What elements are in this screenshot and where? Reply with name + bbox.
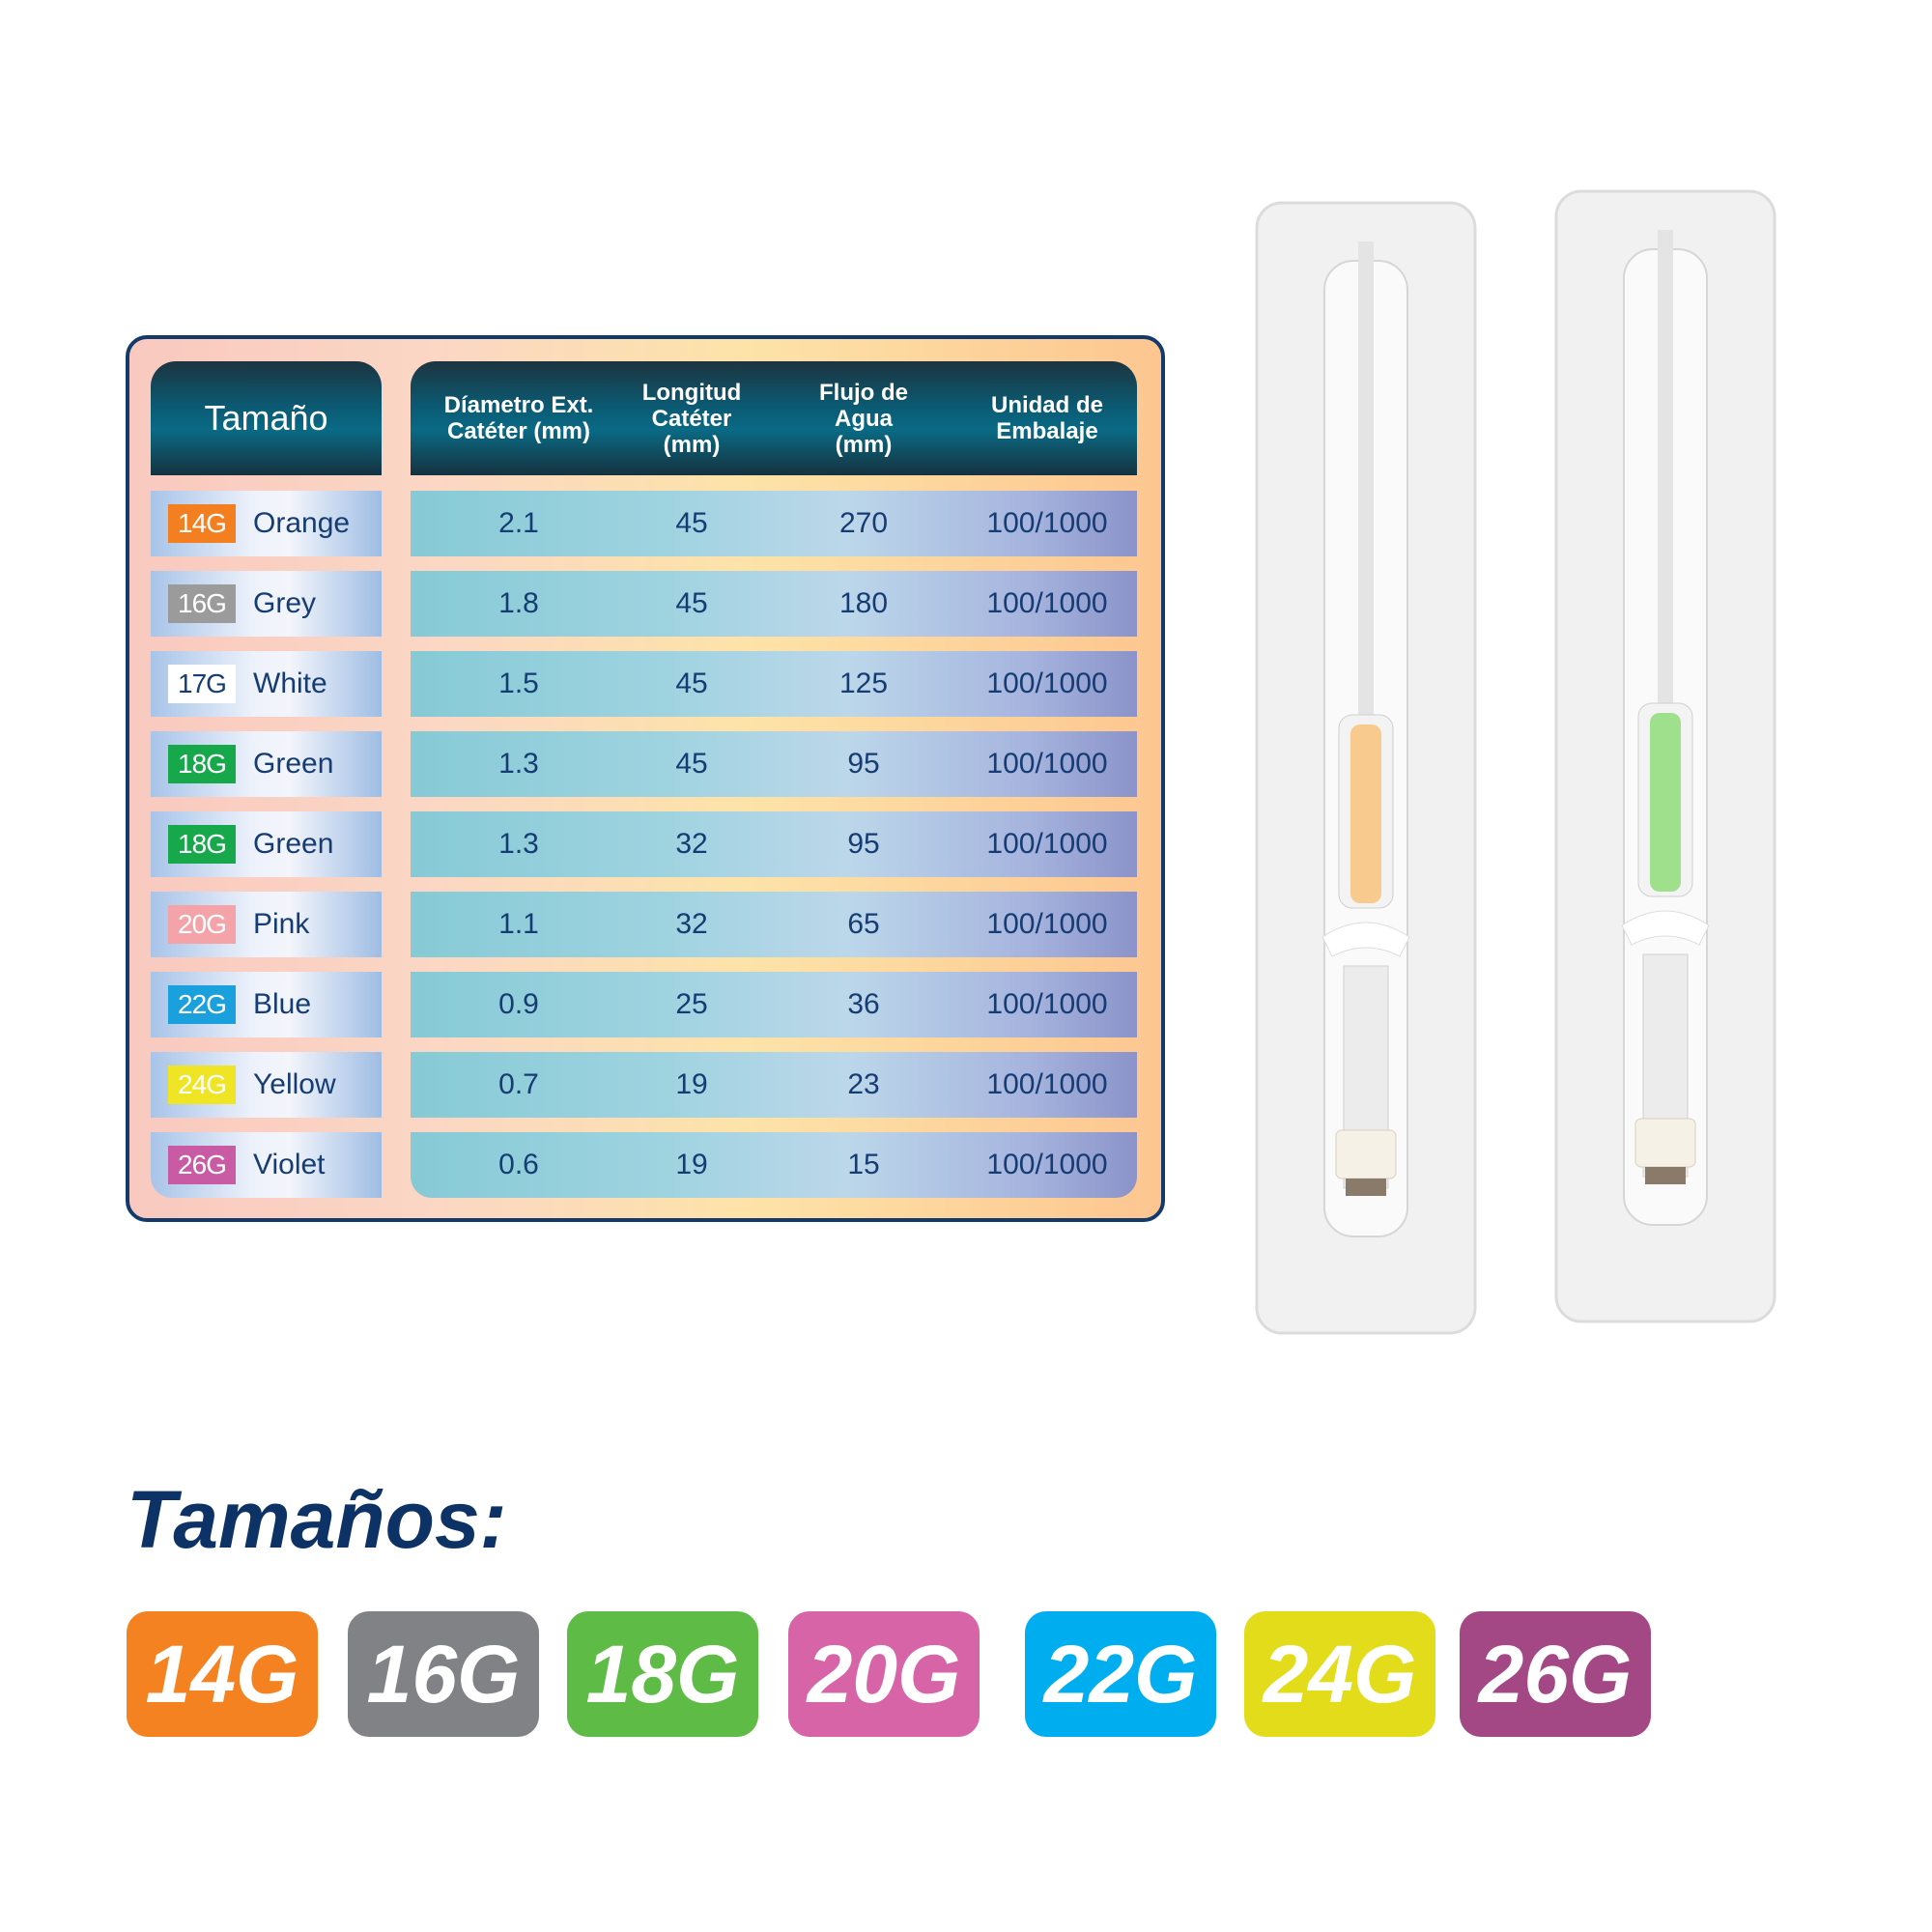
table-row-size: 18G Green	[151, 731, 382, 797]
column-header-3: Flujo de Agua (mm)	[819, 379, 908, 458]
table-cell: 0.9	[498, 988, 539, 1020]
table-cell: 23	[847, 1068, 880, 1100]
table-cell: 1.5	[498, 668, 539, 699]
gauge-chip: 24G	[168, 1065, 236, 1104]
table-row-size: 20G Pink	[151, 892, 382, 957]
table-cell: 25	[675, 988, 708, 1020]
table-cell: 100/1000	[986, 988, 1108, 1020]
table-row-size: 26G Violet	[151, 1132, 382, 1198]
gauge-chip: 20G	[168, 905, 236, 944]
table-cell: 100/1000	[986, 1149, 1108, 1180]
spec-columns-header: Díametro Ext. Catéter (mm) Longitud Catéter…	[411, 361, 1137, 475]
table-cell: 1.3	[498, 828, 539, 860]
table-cell: 180	[838, 587, 889, 619]
table-cell: 100/1000	[986, 507, 1108, 539]
gauge-chip: 16G	[168, 584, 236, 623]
size-badge-22G: 22G	[1025, 1611, 1216, 1737]
column-header-2: Longitud Catéter (mm)	[641, 379, 742, 458]
table-row: 1.8 45 180 100/1000	[411, 571, 1137, 637]
size-column-header: Tamaño	[151, 361, 382, 475]
table-cell: 95	[847, 828, 880, 860]
table-cell: 2.1	[498, 507, 539, 539]
color-name: Violet	[253, 1149, 326, 1180]
table-cell: 0.7	[498, 1068, 539, 1100]
color-name: White	[253, 668, 327, 699]
gauge-chip: 18G	[168, 745, 236, 783]
table-row-size: 14G Orange	[151, 491, 382, 556]
color-name: Grey	[253, 587, 317, 619]
table-cell: 1.3	[498, 748, 539, 780]
catheter-packages-photo	[1255, 189, 1776, 1335]
table-cell: 19	[675, 1149, 708, 1180]
color-name: Orange	[253, 507, 351, 539]
color-name: Green	[253, 748, 334, 780]
table-row-size: 22G Blue	[151, 972, 382, 1037]
gauge-chip: 18G	[168, 825, 236, 864]
table-row-size: 17G White	[151, 651, 382, 717]
color-name: Green	[253, 828, 334, 860]
table-cell: 1.1	[498, 908, 539, 940]
table-row: 2.1 45 270 100/1000	[411, 491, 1137, 556]
table-row: 0.6 19 15 100/1000	[411, 1132, 1137, 1198]
size-badge-18G: 18G	[567, 1611, 758, 1737]
table-cell: 1.8	[498, 587, 539, 619]
color-name: Yellow	[253, 1068, 336, 1100]
size-badge-14G: 14G	[127, 1611, 318, 1737]
table-cell: 32	[675, 828, 708, 860]
table-cell: 100/1000	[986, 748, 1108, 780]
gauge-chip: 17G	[168, 665, 236, 703]
table-cell: 36	[847, 988, 880, 1020]
table-row: 0.9 25 36 100/1000	[411, 972, 1137, 1037]
column-header-1: Díametro Ext. Catéter (mm)	[443, 392, 594, 444]
table-cell: 100/1000	[986, 587, 1108, 619]
table-cell: 45	[675, 507, 708, 539]
table-row-size: 24G Yellow	[151, 1052, 382, 1118]
table-cell: 100/1000	[986, 828, 1108, 860]
gauge-chip: 26G	[168, 1146, 236, 1184]
size-badge-26G: 26G	[1460, 1611, 1651, 1737]
table-row: 1.3 32 95 100/1000	[411, 811, 1137, 877]
size-badge-24G: 24G	[1244, 1611, 1435, 1737]
gauge-chip: 22G	[168, 985, 236, 1024]
table-cell: 100/1000	[986, 1068, 1108, 1100]
table-cell: 19	[675, 1068, 708, 1100]
gauge-chip: 14G	[168, 504, 236, 543]
size-badge-16G: 16G	[348, 1611, 539, 1737]
table-row-size: 18G Green	[151, 811, 382, 877]
table-cell: 100/1000	[986, 908, 1108, 940]
table-cell: 125	[838, 668, 889, 699]
table-cell: 45	[675, 748, 708, 780]
color-name: Pink	[253, 908, 310, 940]
sizes-title: Tamaños:	[127, 1474, 507, 1565]
column-header-4: Unidad de Embalaje	[990, 392, 1103, 444]
table-cell: 45	[675, 668, 708, 699]
catheter-package-green	[1554, 189, 1776, 1323]
table-row: 1.1 32 65 100/1000	[411, 892, 1137, 957]
table-row-size: 16G Grey	[151, 571, 382, 637]
table-cell: 270	[838, 507, 889, 539]
table-cell: 0.6	[498, 1149, 539, 1180]
table-cell: 95	[847, 748, 880, 780]
table-row: 1.3 45 95 100/1000	[411, 731, 1137, 797]
size-header-label: Tamaño	[204, 398, 328, 438]
table-cell: 15	[847, 1149, 880, 1180]
color-name: Blue	[253, 988, 312, 1020]
catheter-package-orange	[1255, 201, 1477, 1335]
table-row: 1.5 45 125 100/1000	[411, 651, 1137, 717]
table-cell: 45	[675, 587, 708, 619]
table-cell: 32	[675, 908, 708, 940]
table-row: 0.7 19 23 100/1000	[411, 1052, 1137, 1118]
table-cell: 100/1000	[986, 668, 1108, 699]
table-cell: 65	[847, 908, 880, 940]
size-badge-20G: 20G	[788, 1611, 980, 1737]
